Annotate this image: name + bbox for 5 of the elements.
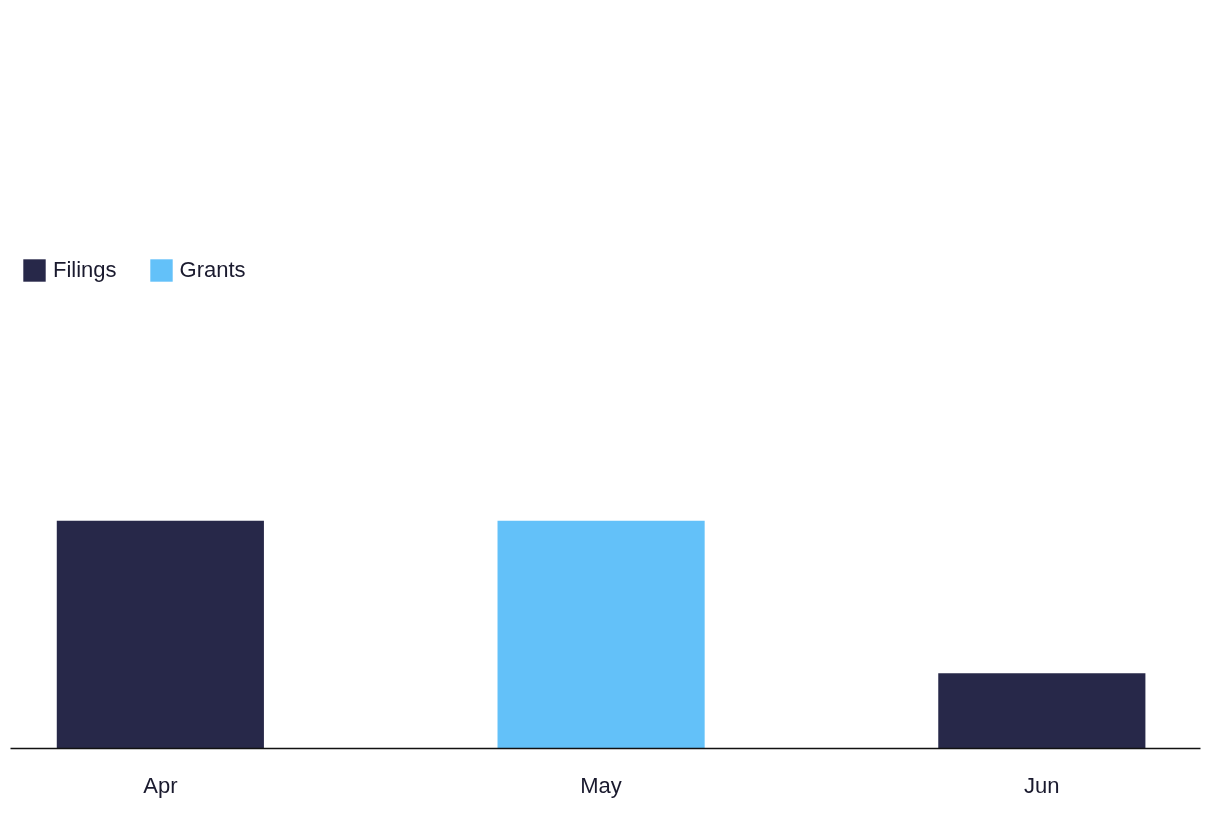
legend-label: Grants	[179, 257, 246, 283]
x-tick-label: Jun	[1024, 772, 1060, 798]
x-tick-label: Apr	[143, 772, 178, 798]
legend-label: Filings	[53, 257, 117, 283]
x-tick-label: May	[580, 772, 622, 798]
